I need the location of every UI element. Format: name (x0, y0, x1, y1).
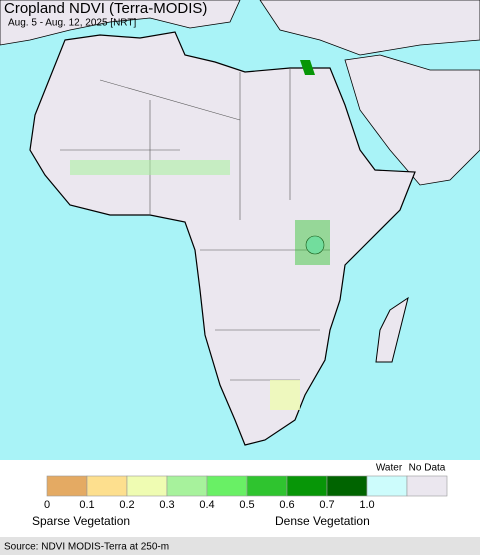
borders (60, 68, 330, 381)
sparse-label: Sparse Vegetation (32, 514, 130, 528)
legend-swatch (206, 475, 248, 497)
legend-swatch (246, 475, 288, 497)
no-data-label: No Data (409, 463, 446, 474)
africa (29, 31, 416, 446)
legend-tick-label: 0 (44, 499, 50, 511)
legend: 0 0.1 0.2 0.3 0.4 0.5 0.6 0.7 1.0 (44, 475, 448, 511)
source-bar (0, 537, 480, 555)
madagascar (375, 296, 409, 363)
dense-label: Dense Vegetation (275, 514, 370, 528)
legend-swatch (126, 475, 168, 497)
legend-tick-label: 0.2 (119, 499, 134, 511)
legend-tick-label: 0.4 (199, 499, 214, 511)
legend-tick-label: 0.1 (79, 499, 94, 511)
legend-swatch (166, 475, 208, 497)
europe (0, 0, 241, 46)
legend-swatch (46, 475, 88, 497)
subtitle: Aug. 5 - Aug. 12, 2025 [NRT] (8, 18, 136, 29)
legend-tick-label: 0.3 (159, 499, 174, 511)
legend-tick-label: 0.6 (279, 499, 294, 511)
water-label: Water (376, 463, 403, 474)
legend-tick-label: 0.5 (239, 499, 254, 511)
source: Source: NDVI MODIS-Terra at 250-m (4, 542, 169, 553)
legend-swatch (86, 475, 128, 497)
water-swatch (366, 475, 408, 497)
no-data-swatch (406, 475, 448, 497)
legend-tick-label: 0.7 (319, 499, 334, 511)
vegetation-patch (295, 220, 330, 265)
nile-delta (300, 60, 315, 75)
lake-victoria (305, 235, 325, 255)
asia-minor (259, 0, 480, 56)
legend-swatch (326, 475, 368, 497)
legend-swatch (286, 475, 328, 497)
arabia (344, 54, 480, 186)
vegetation-patch (70, 160, 230, 175)
legend-tick-label: 1.0 (359, 499, 374, 511)
title: Cropland NDVI (Terra-MODIS) (4, 0, 207, 17)
vegetation-patch (270, 380, 300, 410)
